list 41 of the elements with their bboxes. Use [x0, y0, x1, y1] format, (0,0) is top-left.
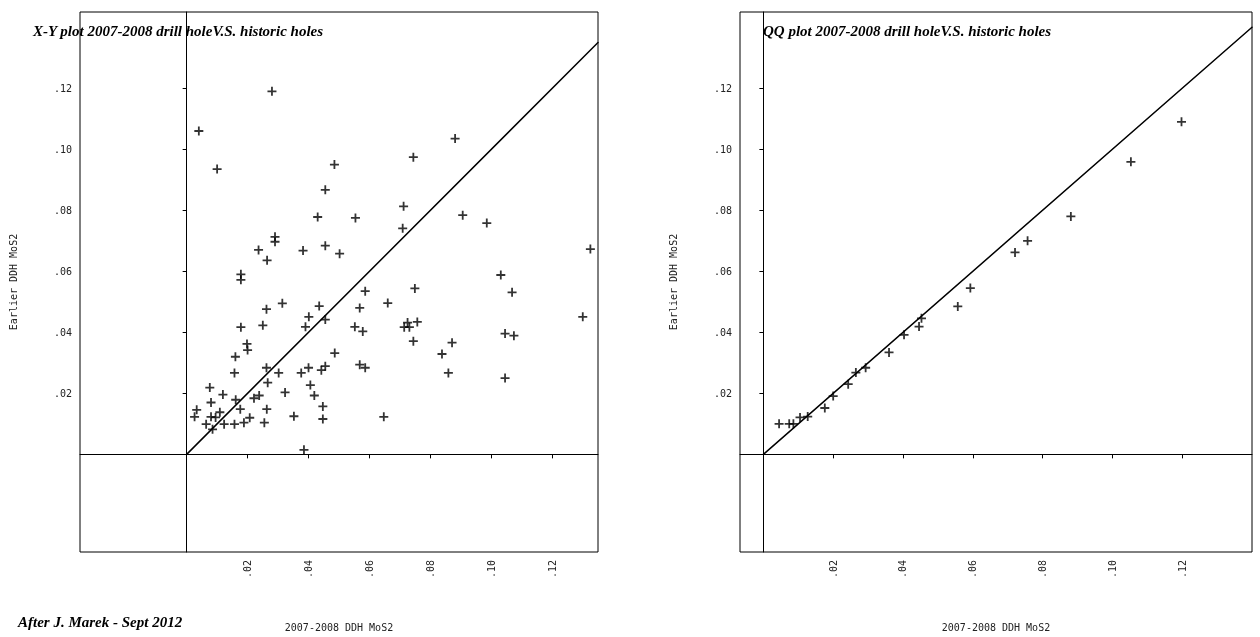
- x-tick-label: .12: [1176, 560, 1188, 579]
- x-tick-label: .04: [303, 560, 315, 579]
- x-tick-label: .06: [363, 560, 375, 579]
- point: [1126, 157, 1136, 167]
- y-tick-label: .12: [53, 82, 72, 94]
- x-tick-label: .12: [546, 560, 558, 579]
- y-axis-title: Earlier DDH MoS2: [667, 233, 679, 331]
- y-tick-label: .04: [53, 326, 72, 338]
- x-tick-label: .08: [1037, 560, 1049, 579]
- point: [965, 283, 975, 293]
- x-tick-label: .08: [424, 560, 436, 579]
- y-tick-label: .06: [713, 265, 732, 277]
- text: QQ plot 2007-2008 drill holeV.S. historic holes: [763, 22, 1052, 39]
- text: X-Y plot 2007-2008 drill holeV.S. historic holes: [32, 22, 324, 39]
- x-tick-label: .10: [485, 560, 497, 579]
- y-tick-label: .02: [53, 387, 72, 399]
- point: [828, 391, 838, 401]
- y-tick-label: .10: [53, 143, 72, 155]
- point: [820, 403, 830, 413]
- y-tick-label: .08: [53, 204, 72, 216]
- point: [851, 368, 861, 378]
- x-tick-label: .02: [242, 560, 254, 579]
- point: [899, 330, 909, 340]
- x-tick-label: .10: [1106, 560, 1118, 579]
- y-tick-label: .12: [713, 82, 732, 94]
- y-tick-label: .04: [713, 326, 732, 338]
- point: [843, 379, 853, 389]
- point: [861, 363, 871, 373]
- x-tick-label: .06: [967, 560, 979, 579]
- x-axis-title: 2007-2008 DDH MoS2: [941, 621, 1051, 633]
- y-tick-label: .02: [713, 387, 732, 399]
- x-tick-label: .04: [897, 560, 909, 579]
- y-tick-label: .08: [713, 204, 732, 216]
- text: After J. Marek - Sept 2012: [17, 613, 183, 630]
- point: [788, 419, 798, 429]
- y-tick-label: .10: [713, 143, 732, 155]
- point: [774, 419, 784, 429]
- x-tick-label: .02: [827, 560, 839, 579]
- y-tick-label: .06: [53, 265, 72, 277]
- x-axis-title: 2007-2008 DDH MoS2: [284, 621, 394, 633]
- y-axis-title: Earlier DDH MoS2: [7, 233, 19, 331]
